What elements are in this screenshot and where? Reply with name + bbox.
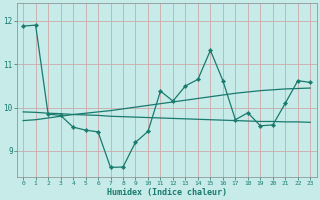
X-axis label: Humidex (Indice chaleur): Humidex (Indice chaleur) xyxy=(107,188,227,197)
